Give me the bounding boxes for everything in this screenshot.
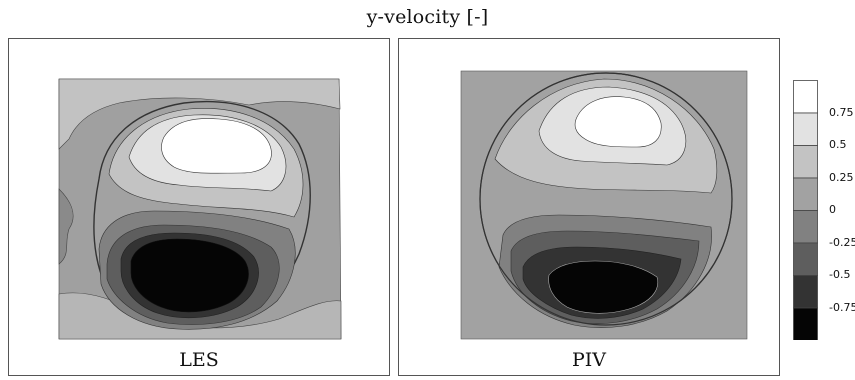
- colorbar-swatch: [793, 80, 818, 114]
- colorbar-swatch: [793, 210, 818, 244]
- chart-title: y-velocity [-]: [366, 6, 489, 28]
- colorbar-swatch: [793, 242, 818, 276]
- colorbar-tick-label: -0.5: [829, 268, 851, 281]
- piv-panel: PIV: [398, 38, 780, 376]
- colorbar-tick-label: -0.75: [829, 300, 855, 314]
- piv-contour-level-min: [548, 260, 659, 314]
- les-panel: LES: [8, 38, 390, 376]
- les-panel-label: LES: [179, 349, 219, 371]
- colorbar-swatch: [793, 145, 818, 179]
- colorbar-swatch: [793, 307, 818, 340]
- les-contour-outer-left: [58, 188, 74, 265]
- colorbar-tick-label: 0.25: [829, 170, 854, 184]
- piv-contour-level-075: [574, 96, 662, 148]
- les-contour-outer-light: [58, 78, 341, 150]
- colorbar-swatch: [793, 275, 818, 309]
- piv-domain-rim: [479, 72, 733, 326]
- colorbar: [793, 80, 818, 340]
- les-contour-plot: [58, 78, 342, 340]
- colorbar-tick-label: 0.75: [829, 105, 854, 119]
- colorbar-tick-label: -0.25: [829, 235, 855, 249]
- colorbar-swatch: [793, 177, 818, 211]
- les-contour-level-min: [130, 238, 249, 313]
- piv-panel-label: PIV: [571, 349, 606, 371]
- colorbar-swatch: [793, 112, 818, 146]
- colorbar-tick-label: 0: [829, 203, 836, 216]
- piv-contour-plot: [460, 70, 748, 340]
- colorbar-tick-label: 0.5: [829, 138, 847, 151]
- les-contour-level-075: [161, 118, 272, 174]
